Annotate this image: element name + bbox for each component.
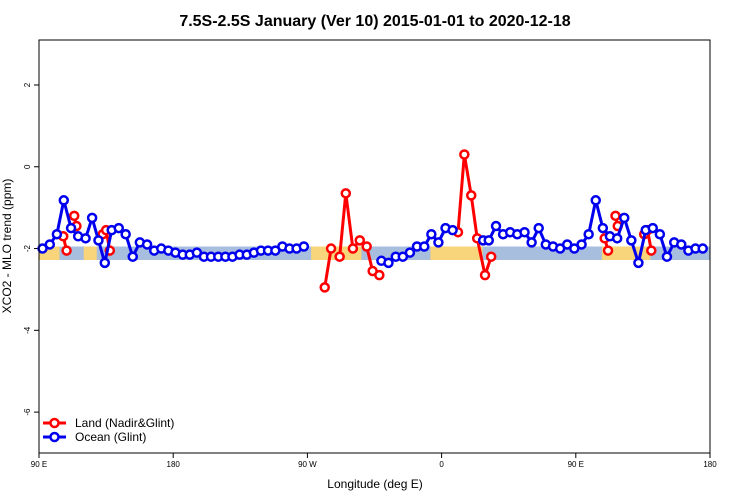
- land-band-1: [83, 246, 97, 260]
- ocean-point-1-1: [383, 257, 394, 269]
- y-tick-label-0: 2: [23, 82, 32, 87]
- y-tick-label-3: -4: [23, 326, 32, 334]
- ocean-point-0-7: [86, 212, 98, 224]
- ocean-point-0-8: [93, 235, 104, 246]
- legend-land-label: Land (Nadir&Glint): [75, 416, 174, 430]
- y-tick-label-1: 0: [23, 164, 32, 169]
- ocean-point-0-37: [298, 241, 310, 252]
- land-band-4: [601, 246, 651, 260]
- x-tick-label-2: 90 W: [298, 460, 317, 469]
- land-line-3: [323, 248, 333, 288]
- ocean-point-2-21: [626, 235, 637, 246]
- land-point-4-6: [374, 269, 385, 281]
- land-point-4-2: [347, 243, 359, 254]
- land-point-6-1: [602, 245, 614, 256]
- ocean-point-2-26: [661, 251, 673, 262]
- legend: Land (Nadir&Glint) Ocean (Glint): [43, 416, 174, 444]
- land-point-4-4: [361, 241, 372, 252]
- ocean-point-1-7: [426, 228, 437, 240]
- land-point-4-0: [334, 251, 345, 262]
- ocean-point-0-4: [65, 222, 77, 234]
- land-point-5-4: [479, 269, 491, 281]
- x-tick-label-0: 90 E: [31, 460, 47, 469]
- ocean-point-1-6: [419, 241, 430, 252]
- ocean-point-2-20: [619, 212, 630, 224]
- land-point-3-1: [325, 243, 337, 254]
- ocean-point-2-14: [576, 239, 587, 250]
- land-point-5-5: [485, 251, 497, 262]
- legend-ocean-label: Ocean (Glint): [75, 430, 146, 444]
- ocean-point-1-8: [433, 237, 444, 248]
- land-point-8-2: [646, 245, 657, 256]
- ocean-point-2-31: [697, 243, 708, 254]
- land-point-5-2: [465, 190, 477, 201]
- land-point-7-0: [610, 210, 621, 222]
- axis-ticks: 90 E 180 90 W 0 90 E 180 2 0 -2 -4 -6: [23, 82, 717, 469]
- land-point-4-3: [354, 235, 366, 246]
- series-layer: [37, 149, 708, 293]
- plot-frame: [38, 39, 711, 454]
- ocean-series: [37, 195, 708, 269]
- ocean-point-2-22: [633, 257, 644, 269]
- x-tick-label-3: 0: [439, 460, 444, 469]
- y-tick-label-4: -6: [23, 408, 32, 416]
- ocean-point-0-6: [80, 233, 91, 244]
- ocean-point-0-1: [44, 239, 56, 250]
- land-point-3-0: [319, 282, 330, 293]
- ocean-point-0-11: [113, 222, 125, 234]
- land-series: [57, 149, 657, 293]
- ocean-point-2-24: [647, 222, 659, 234]
- land-point-4-1: [340, 188, 352, 199]
- ocean-point-0-9: [99, 257, 111, 269]
- x-tick-label-1: 180: [167, 460, 181, 469]
- land-point-0-1: [61, 245, 72, 256]
- y-axis-label: XCO2 - MLO trend (ppm): [0, 179, 14, 314]
- ocean-point-2-19: [611, 233, 623, 244]
- ocean-point-2-2: [490, 220, 502, 232]
- ocean-point-0-3: [58, 195, 70, 206]
- x-tick-label-5: 180: [703, 460, 717, 469]
- ocean-point-2-17: [597, 222, 609, 234]
- ocean-point-2-1: [483, 235, 495, 246]
- x-axis-label: Longitude (deg E): [327, 477, 422, 491]
- ocean-point-2-16: [590, 195, 601, 206]
- land-band-3: [430, 246, 483, 260]
- land-point-1-0: [68, 210, 80, 222]
- ocean-point-0-15: [141, 239, 153, 250]
- ocean-point-1-4: [404, 247, 416, 258]
- legend-ocean-marker: [49, 431, 60, 443]
- ocean-point-1-10: [447, 224, 458, 236]
- ocean-point-2-6: [519, 226, 530, 238]
- land-line-4: [338, 191, 381, 277]
- ocean-point-0-12: [120, 228, 131, 240]
- chart-title: 7.5S-2.5S January (Ver 10) 2015-01-01 to…: [179, 13, 570, 30]
- y-tick-label-2: -2: [23, 244, 32, 252]
- ocean-point-0-2: [51, 228, 63, 240]
- ocean-point-2-28: [676, 239, 687, 250]
- ocean-point-2-15: [583, 228, 594, 240]
- x-tick-label-4: 90 E: [568, 460, 584, 469]
- land-point-5-1: [459, 149, 470, 160]
- ocean-point-2-8: [533, 222, 544, 234]
- ocean-point-2-7: [526, 237, 537, 248]
- ocean-point-0-13: [127, 251, 139, 262]
- ocean-point-2-25: [654, 228, 666, 240]
- legend-land-marker: [49, 417, 60, 429]
